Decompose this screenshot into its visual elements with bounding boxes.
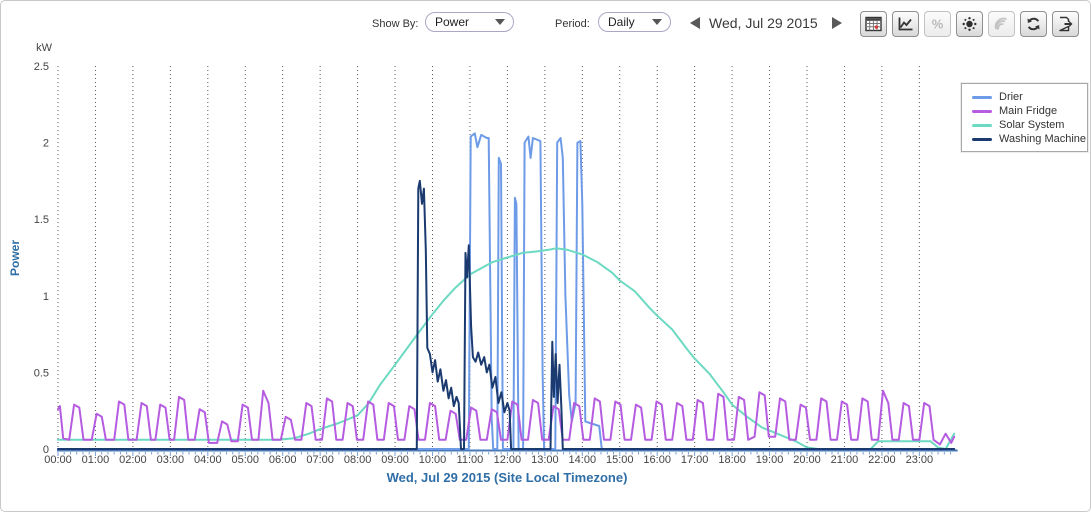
x-tick-label: 13:00 — [531, 454, 559, 466]
x-tick-label: 14:00 — [569, 454, 597, 466]
x-tick-label: 20:00 — [793, 454, 821, 466]
y-tick-label: 1 — [43, 291, 49, 303]
legend-item[interactable]: Washing Machine — [972, 132, 1086, 146]
percent-icon: % — [929, 16, 946, 32]
period-value: Daily — [608, 15, 635, 29]
x-tick-label: 01:00 — [82, 454, 110, 466]
refresh-icon — [1025, 16, 1042, 32]
toolbar-button-group: % — [860, 11, 1079, 37]
chevron-down-icon — [495, 19, 505, 25]
x-tick-label: 21:00 — [831, 454, 859, 466]
y-tick-label: 1.5 — [34, 214, 49, 226]
series-line-drier — [57, 132, 956, 450]
data-table-button[interactable] — [860, 11, 887, 37]
percentage-button: % — [924, 11, 951, 37]
x-axis-title: Wed, Jul 29 2015 (Site Local Timezone) — [387, 470, 628, 485]
x-tick-label: 15:00 — [606, 454, 634, 466]
y-axis-unit: kW — [36, 42, 53, 54]
legend-line-swatch — [972, 95, 992, 99]
x-tick-label: 02:00 — [119, 454, 147, 466]
x-tick-label: 05:00 — [231, 454, 259, 466]
legend-label: Drier — [999, 91, 1023, 103]
refresh-button[interactable] — [1020, 11, 1047, 37]
x-tick-label: 09:00 — [381, 454, 409, 466]
period-label: Period: — [555, 18, 590, 30]
x-tick-label: 16:00 — [643, 454, 671, 466]
current-date: Wed, Jul 29 2015 — [709, 15, 818, 31]
x-tick-label: 23:00 — [906, 454, 934, 466]
legend-item[interactable]: Drier — [972, 90, 1079, 104]
legend-label: Main Fridge — [999, 105, 1058, 117]
x-tick-label: 12:00 — [494, 454, 522, 466]
x-tick-label: 22:00 — [868, 454, 896, 466]
show-by-dropdown[interactable]: Power — [425, 12, 514, 32]
power-mode-button[interactable] — [956, 11, 983, 37]
x-tick-label: 10:00 — [419, 454, 447, 466]
y-tick-label: 0 — [43, 444, 49, 456]
period-dropdown[interactable]: Daily — [598, 12, 671, 32]
x-tick-label: 04:00 — [194, 454, 222, 466]
x-tick-label: 19:00 — [756, 454, 784, 466]
y-tick-label: 0.5 — [34, 367, 49, 379]
live-feed-button — [988, 11, 1015, 37]
x-tick-label: 07:00 — [306, 454, 334, 466]
x-tick-label: 08:00 — [344, 454, 372, 466]
legend-label: Solar System — [999, 119, 1065, 131]
y-axis-title: Power — [8, 240, 22, 276]
x-tick-label: 11:00 — [457, 454, 484, 466]
next-day-arrow[interactable] — [832, 17, 842, 29]
line-chart-icon — [897, 16, 914, 32]
y-tick-label: 2.5 — [34, 61, 49, 73]
legend-item[interactable]: Solar System — [972, 118, 1079, 132]
sun-icon — [961, 16, 978, 32]
export-button[interactable] — [1052, 11, 1079, 37]
y-tick-label: 2 — [43, 138, 49, 150]
series-line-main-fridge — [57, 389, 956, 446]
legend-item[interactable]: Main Fridge — [972, 104, 1079, 118]
rss-icon — [993, 16, 1010, 32]
x-tick-label: 00:00 — [44, 454, 72, 466]
x-tick-label: 06:00 — [269, 454, 297, 466]
table-grid-icon — [865, 16, 882, 32]
chevron-down-icon — [652, 19, 662, 25]
svg-text:%: % — [932, 17, 944, 32]
series-line-washing-machine — [57, 179, 956, 450]
legend-line-swatch — [972, 109, 992, 113]
x-tick-label: 17:00 — [681, 454, 709, 466]
line-chart-button[interactable] — [892, 11, 919, 37]
show-by-label: Show By: — [372, 18, 419, 30]
legend-label: Washing Machine — [999, 133, 1087, 145]
legend-line-swatch — [972, 123, 992, 127]
export-icon — [1057, 16, 1074, 32]
x-tick-label: 03:00 — [157, 454, 185, 466]
legend-line-swatch — [972, 137, 992, 141]
show-by-value: Power — [435, 15, 470, 29]
chart-legend: Drier Main Fridge Solar System Washing Mach… — [961, 83, 1088, 152]
previous-day-arrow[interactable] — [690, 17, 700, 29]
x-tick-label: 18:00 — [718, 454, 746, 466]
